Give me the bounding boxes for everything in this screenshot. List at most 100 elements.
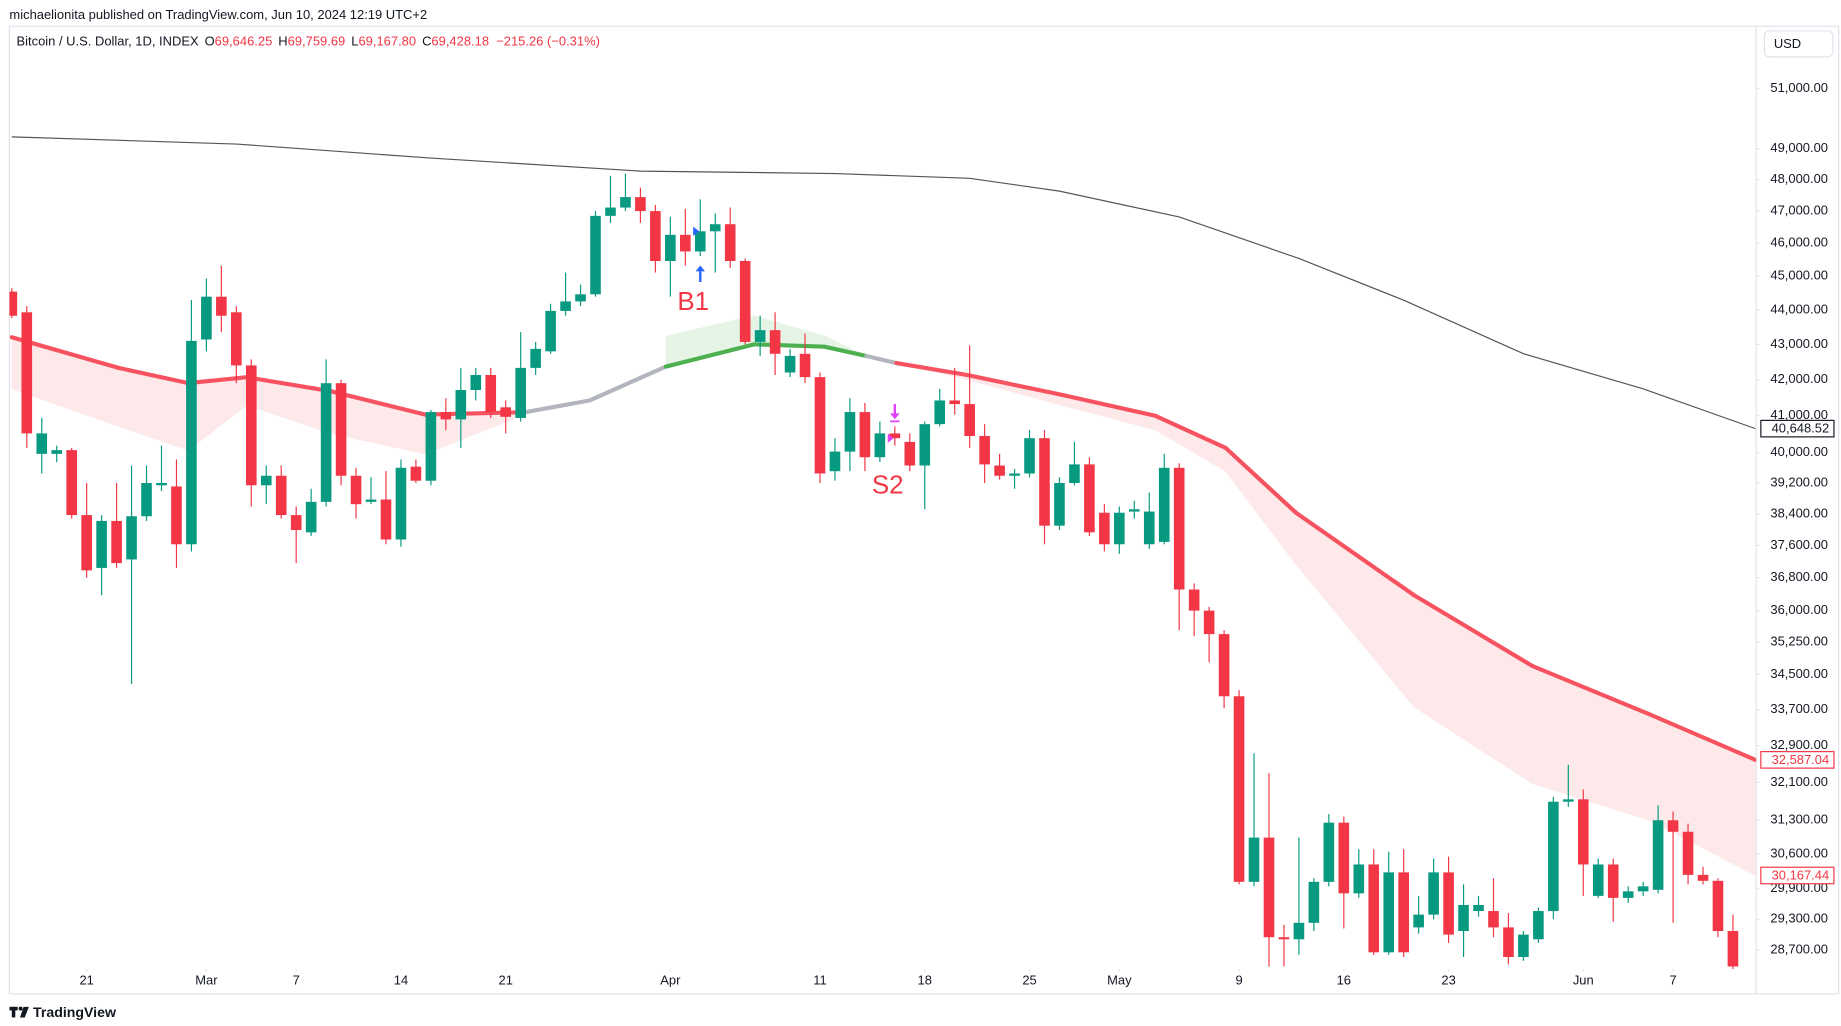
candle-body [66, 450, 77, 516]
candle-body [141, 483, 152, 517]
candle-body [1697, 874, 1709, 881]
y-tick-label: 48,000.00 [1770, 171, 1828, 186]
candle-body [1263, 837, 1275, 938]
x-tick-label: 7 [1669, 972, 1676, 987]
price-label-box [1760, 751, 1835, 769]
price-label-box [1760, 419, 1835, 438]
candle-body [994, 465, 1005, 476]
x-tick-label: 18 [918, 972, 932, 987]
ema-line-segment [1647, 712, 1757, 762]
ema-line-segment [1058, 392, 1158, 418]
candle-body [111, 520, 122, 564]
candle-body [1039, 438, 1050, 526]
x-tick-label: May [1107, 972, 1132, 987]
ema-line-segment [523, 398, 592, 415]
candle-body [1114, 512, 1125, 545]
candle-body [1278, 937, 1290, 940]
candle-body [380, 499, 392, 540]
candle-body [949, 400, 961, 405]
candle-body [515, 367, 526, 418]
candle-body [1727, 931, 1739, 967]
candle-body [216, 296, 227, 316]
y-tick-label: 33,700.00 [1770, 701, 1828, 716]
x-tick-label: 25 [1022, 972, 1036, 987]
candle-body [1592, 864, 1604, 896]
candle-body [1248, 837, 1260, 882]
price-label-box [1760, 866, 1835, 885]
ema-line-segment [1153, 413, 1228, 450]
candle-body [1712, 880, 1724, 932]
candle-body [1607, 864, 1619, 898]
currency-button[interactable] [1763, 30, 1834, 58]
symbol-title: Bitcoin / U.S. Dollar, 1D, INDEX [17, 34, 199, 49]
ohlc-key: O [205, 34, 215, 49]
candle-body [1054, 483, 1065, 526]
candle-body [1443, 872, 1454, 935]
ema-line-segment [1412, 593, 1535, 669]
band-fill [1295, 512, 1415, 708]
candle-body [1009, 473, 1020, 476]
ema-line-segment [894, 360, 969, 377]
currency-label[interactable]: USD [1774, 36, 1801, 51]
candle-body [784, 355, 796, 373]
plot-area: B1 S2 [9, 136, 1757, 970]
y-tick-label: 42,000.00 [1770, 371, 1828, 386]
signal-flag [887, 433, 894, 443]
y-tick-label: 31,300.00 [1770, 812, 1828, 827]
candle-body [335, 383, 347, 476]
candle-body [365, 499, 377, 502]
candle-body [171, 486, 182, 545]
candle-body [96, 520, 107, 568]
candle-body [1203, 610, 1215, 635]
candle-body [874, 433, 886, 458]
y-tick-label: 49,000.00 [1770, 140, 1828, 155]
y-tick-label: 36,800.00 [1770, 569, 1828, 584]
candle-body [844, 412, 856, 452]
candle-body [126, 516, 137, 560]
candle-body [1143, 511, 1155, 545]
candle-body [650, 211, 661, 261]
candle-body [1308, 881, 1320, 923]
candle-body [410, 466, 422, 481]
candle-body [919, 424, 931, 466]
candle-body [1682, 831, 1694, 875]
ema-line-segment [116, 365, 191, 386]
candle-body [186, 340, 197, 545]
chart-frame [8, 25, 1840, 995]
candle-body [1158, 467, 1170, 542]
candle-body [305, 501, 317, 533]
candle-body [1652, 820, 1664, 890]
candle-body [36, 433, 48, 454]
ohlc-key: L [351, 34, 358, 49]
y-tick-label: 28,700.00 [1770, 942, 1828, 957]
candle-body [1218, 634, 1230, 697]
candle-body [1069, 464, 1080, 484]
price-label: 32,587.04 [1772, 752, 1830, 767]
ohlc-key: C [422, 34, 431, 49]
ohlc-value: 69,759.69 [288, 34, 346, 49]
logo-part [18, 1006, 23, 1011]
band-fill [1225, 447, 1297, 566]
y-tick-label: 47,000.00 [1770, 202, 1828, 217]
candle-body [260, 475, 272, 486]
publisher-line: michaelionita published on TradingView.c… [9, 7, 427, 22]
price-label: 40,648.52 [1772, 421, 1830, 436]
x-tick-label: 14 [394, 972, 408, 987]
candle-body [665, 234, 676, 261]
symbol-header: Bitcoin / U.S. Dollar, 1D, INDEX O69,646… [17, 34, 600, 49]
candle-body [1518, 934, 1529, 958]
candle-body [81, 515, 92, 571]
ema-line-segment [1223, 445, 1298, 515]
candle-body [979, 435, 990, 465]
y-tick-label: 35,250.00 [1770, 634, 1828, 649]
candle-body [1667, 820, 1679, 832]
candle-body [156, 483, 167, 486]
candle-body [1413, 914, 1424, 928]
y-tick-label: 37,600.00 [1770, 537, 1828, 552]
candle-body [395, 467, 407, 540]
x-tick-label: 23 [1441, 972, 1455, 987]
y-tick-label: 30,600.00 [1770, 846, 1828, 861]
ohlc-value: 69,646.25 [215, 34, 273, 49]
